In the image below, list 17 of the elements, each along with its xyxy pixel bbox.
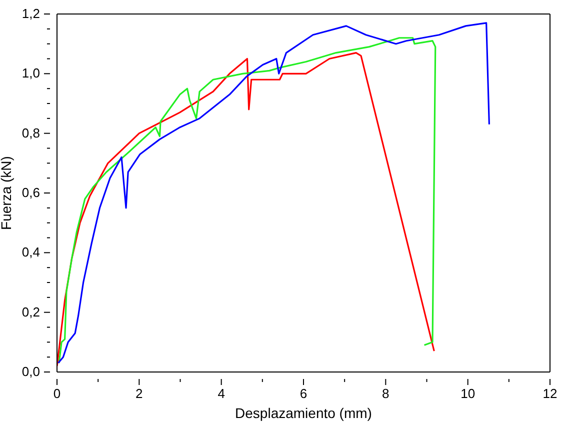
line-series	[57, 22, 490, 364]
y-tick-label: 0,8	[22, 125, 40, 140]
x-tick-label: 6	[300, 386, 308, 401]
x-tick-label: 0	[53, 386, 61, 401]
y-tick-label: 0,4	[22, 244, 40, 260]
x-tick-label: 10	[460, 386, 476, 401]
y-tick-label: 0,2	[22, 304, 40, 320]
y-axis-title: Fuerza (kN)	[0, 156, 14, 230]
x-axis-title: Desplazamiento (mm)	[235, 405, 372, 421]
x-tick-label: 12	[542, 386, 558, 401]
x-tick-label: 4	[218, 386, 225, 401]
x-tick-label: 8	[382, 386, 390, 401]
y-tick-label: 0,6	[22, 185, 40, 200]
y-tick-label: 0,0	[22, 364, 40, 379]
x-tick-label: 2	[136, 386, 143, 401]
y-tick-label: 1,0	[22, 66, 40, 81]
y-tick-label: 1,2	[22, 6, 40, 21]
